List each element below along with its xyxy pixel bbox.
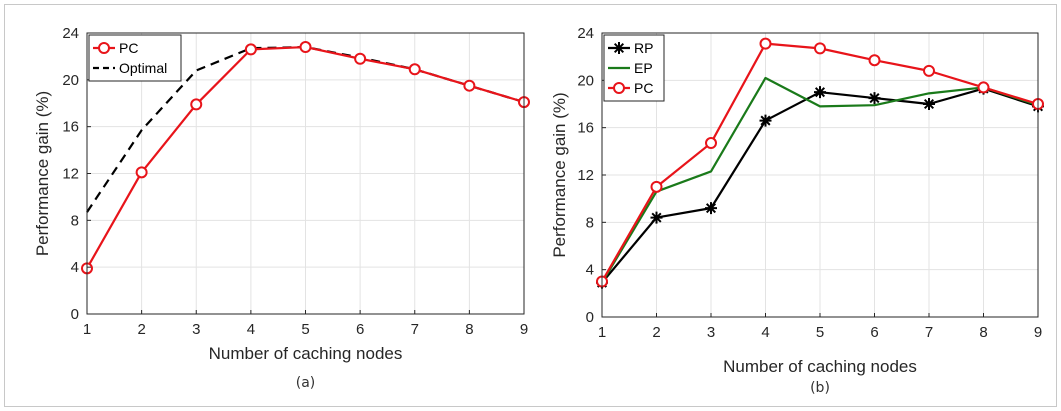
panel-b-caption: (b) (810, 380, 830, 396)
panel-a-y-tick-label: 12 (62, 166, 79, 183)
panel-b-legend-pc-label: PC (634, 80, 653, 96)
panel-a-x-tick-label: 6 (356, 321, 364, 338)
panel-b-y-tick-label: 20 (577, 72, 594, 89)
panel-b-series-ep-line (601, 76, 1039, 284)
panel-b-y-axis-label: Performance gain (%) (550, 92, 569, 257)
panel-b-x-tick-label: 2 (652, 324, 660, 341)
panel-b-y-ticks: 0 4 8 12 16 20 24 (577, 25, 606, 326)
panel-a-series (81, 41, 530, 275)
panel-b-series-pc-point (650, 180, 663, 193)
panel-b-legend: RP EP PC (603, 34, 665, 102)
panel-b-series-rp-point (814, 86, 826, 99)
panel-a-series-pc-point (299, 41, 312, 54)
panel-b-x-tick-label: 5 (816, 324, 824, 341)
panel-a-x-tick-label: 8 (465, 321, 473, 338)
panel-b-series-rp-point (759, 114, 772, 127)
panel-b-x-tick-label: 1 (598, 324, 606, 341)
panel-a-series-pc-point (244, 43, 257, 56)
panel-a-y-ticks: 0 4 8 12 16 20 24 (62, 25, 91, 323)
panel-a-series-pc-point (463, 79, 476, 92)
panel-b-series-pc-point (705, 137, 717, 150)
panel-b-series-rp-point (868, 92, 881, 105)
panel-a-x-ticks: 1 2 3 4 5 6 7 8 9 (83, 310, 528, 338)
panel-b-y-tick-label: 4 (586, 262, 594, 279)
panel-b-x-tick-label: 8 (979, 324, 987, 341)
panel-b-series-rp-point (650, 211, 663, 224)
panel-a-series-pc-point (135, 166, 148, 179)
panel-a-x-tick-label: 2 (137, 321, 145, 338)
panel-b-legend-rp-label: RP (634, 40, 653, 56)
panel-b-x-tick-label: 7 (925, 324, 933, 341)
panel-a-caption: (a) (296, 375, 316, 391)
panel-a-y-axis-label: Performance gain (%) (33, 91, 52, 256)
panel-b-series-rp-point (923, 98, 935, 110)
panel-a-x-tick-label: 9 (520, 321, 528, 338)
panel-a-series-pc-point (408, 63, 421, 76)
panel-b-y-tick-label: 16 (577, 120, 594, 137)
panel-b-series-pc-point (814, 42, 826, 55)
panel-a-legend-pc-label: PC (119, 40, 138, 56)
panel-b-series-pc-point (868, 54, 881, 67)
panel-b-y-tick-label: 24 (577, 25, 594, 42)
panel-b-series-rp-point (705, 202, 717, 215)
panel-a-series-pc-point (354, 52, 367, 65)
panel-a-x-axis-label: Number of caching nodes (209, 344, 403, 363)
panel-b-y-tick-label: 8 (586, 214, 594, 231)
panel-b-x-tick-label: 4 (761, 324, 769, 341)
panel-a-x-tick-label: 3 (192, 321, 200, 338)
panel-a-x-tick-label: 1 (83, 321, 91, 338)
panel-b-x-tick-label: 3 (707, 324, 715, 341)
panel-b-legend-ep-label: EP (634, 60, 653, 76)
panel-b-series-pc-point (759, 37, 772, 50)
panel-b-series-pc-point (923, 64, 935, 77)
panel-a-legend: PC Optimal (88, 34, 182, 82)
panel-b-legend-pc-marker (613, 82, 625, 94)
panel-b-y-tick-label: 0 (586, 309, 594, 326)
panel-b-legend-rp-marker (613, 42, 625, 54)
panel-a-x-tick-label: 4 (247, 321, 255, 338)
panel-a-legend-pc-marker (98, 42, 110, 54)
panel-b-x-tick-label: 6 (870, 324, 878, 341)
panel-a-y-tick-label: 20 (62, 72, 79, 89)
panel-a-y-tick-label: 16 (62, 119, 79, 136)
panel-b-x-tick-label: 9 (1034, 324, 1042, 341)
panel-a-y-tick-label: 8 (71, 212, 79, 229)
panel-a-y-tick-label: 4 (71, 259, 79, 276)
panel-b-x-ticks: 1 2 3 4 5 6 7 8 9 (598, 313, 1042, 341)
panel-a-legend-optimal-label: Optimal (119, 60, 167, 76)
panel-b-y-tick-label: 12 (577, 167, 594, 184)
panel-a-x-tick-label: 5 (301, 321, 309, 338)
panel-b-x-axis-label: Number of caching nodes (723, 357, 917, 376)
panel-a-x-tick-label: 7 (411, 321, 419, 338)
panel-a-y-tick-label: 0 (71, 306, 79, 323)
panel-a-y-tick-label: 24 (62, 25, 79, 42)
panel-a-series-pc-point (190, 98, 203, 111)
panel-b-series-pc-point (977, 81, 990, 94)
